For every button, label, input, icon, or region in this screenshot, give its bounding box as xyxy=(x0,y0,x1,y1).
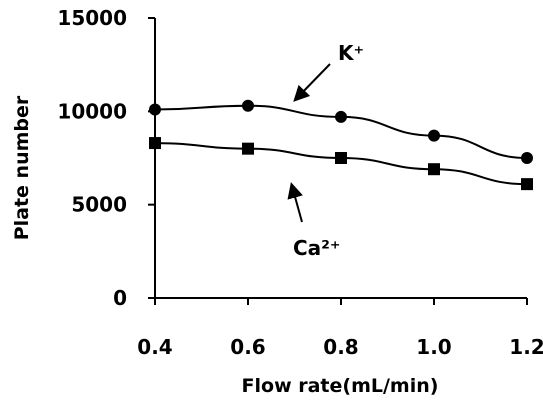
point-k xyxy=(428,129,440,142)
x-axis-title: Flow rate(mL/min) xyxy=(242,375,439,397)
point-ca xyxy=(335,152,347,164)
point-k xyxy=(521,152,533,164)
y-tick-label: 0 xyxy=(113,286,127,310)
annotation-k-arrow xyxy=(293,63,331,102)
point-ca xyxy=(428,163,440,176)
y-axis-title: Plate number xyxy=(11,95,33,240)
x-tick-label: 0.8 xyxy=(323,335,358,359)
point-ca xyxy=(242,142,254,155)
x-tick-label: 0.6 xyxy=(230,335,265,359)
point-ca xyxy=(521,178,533,191)
point-k xyxy=(149,103,161,116)
y-tick-label: 15000 xyxy=(57,6,127,30)
point-ca xyxy=(149,137,161,150)
annotation-k-label: K⁺ xyxy=(338,41,364,65)
y-tick-label: 5000 xyxy=(71,193,127,217)
annotation-ca-label: Ca²⁺ xyxy=(293,236,341,260)
point-k xyxy=(335,110,347,123)
x-tick-label: 0.4 xyxy=(137,335,172,359)
y-tick-label: 10000 xyxy=(57,99,127,123)
annotation-ca-arrow xyxy=(287,182,303,223)
x-tick-label: 1.0 xyxy=(416,335,451,359)
point-k xyxy=(242,99,254,112)
x-tick-label: 1.2 xyxy=(509,335,543,359)
